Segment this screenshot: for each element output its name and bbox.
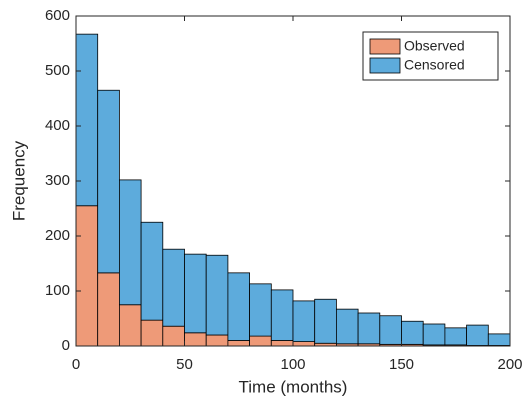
- bar: [227, 272, 250, 341]
- bar: [205, 334, 229, 347]
- y-tick-label: 200: [45, 227, 70, 244]
- bar: [140, 221, 164, 321]
- bar: [292, 341, 316, 347]
- bar: [466, 324, 489, 346]
- x-tick-label: 100: [280, 356, 305, 373]
- bar: [249, 335, 272, 347]
- bar: [75, 33, 99, 207]
- legend-swatch: [369, 57, 401, 74]
- y-tick-label: 400: [45, 117, 70, 134]
- bar: [292, 300, 316, 342]
- legend-swatch: [369, 38, 401, 55]
- bar: [314, 298, 337, 344]
- bar: [184, 332, 207, 347]
- bar: [162, 325, 185, 347]
- bar: [119, 179, 142, 306]
- y-axis-label: Frequency: [9, 140, 28, 221]
- y-tick-label: 500: [45, 62, 70, 79]
- x-tick-label: 50: [176, 356, 193, 373]
- bar: [140, 319, 164, 347]
- bar: [379, 315, 402, 345]
- x-tick-label: 200: [497, 356, 522, 373]
- bar: [487, 333, 511, 346]
- bar: [227, 340, 250, 347]
- y-tick-label: 600: [45, 7, 70, 24]
- bar: [119, 304, 142, 347]
- bar: [97, 272, 120, 347]
- bar: [444, 327, 467, 346]
- y-tick-label: 0: [62, 337, 70, 354]
- bar: [184, 253, 207, 334]
- legend-text: Censored: [404, 57, 465, 73]
- y-tick-label: 100: [45, 282, 70, 299]
- x-axis-label: Time (months): [239, 377, 348, 396]
- bar: [270, 289, 294, 341]
- x-tick-label: 0: [72, 356, 80, 373]
- x-tick-label: 150: [389, 356, 414, 373]
- bar: [75, 205, 99, 347]
- legend-text: Observed: [404, 38, 465, 54]
- bar: [357, 312, 381, 345]
- bar: [162, 248, 185, 327]
- bar: [335, 308, 359, 345]
- bar: [422, 323, 446, 346]
- bar: [97, 89, 120, 274]
- bar: [249, 283, 272, 337]
- bar: [401, 320, 424, 345]
- y-tick-label: 300: [45, 172, 70, 189]
- bar: [205, 254, 229, 336]
- bar: [270, 340, 294, 347]
